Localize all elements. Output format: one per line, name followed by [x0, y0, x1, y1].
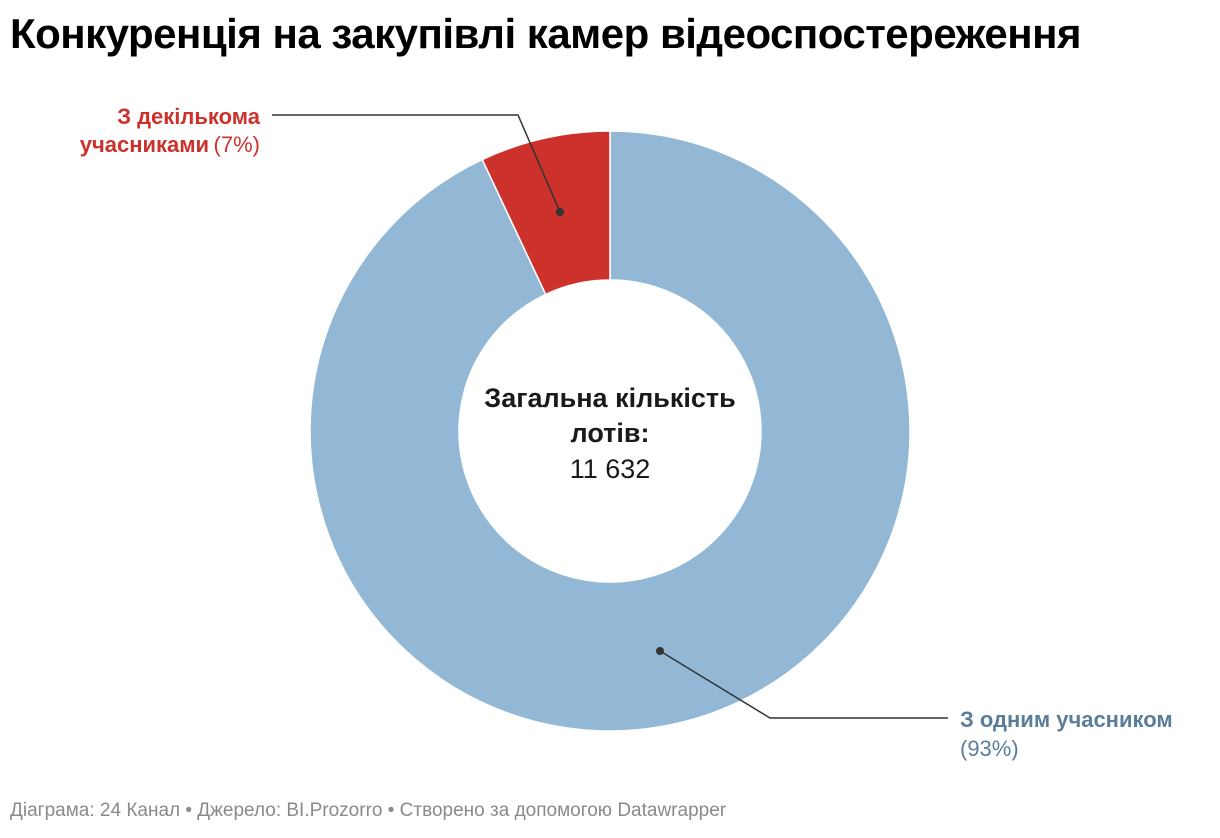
slices [309, 130, 911, 732]
footer-source: Діаграма: 24 Канал • Джерело: BI.Prozorr… [10, 800, 727, 821]
slice-percent-multiple: (7%) [214, 132, 260, 157]
leader-dot-multiple [556, 208, 564, 216]
leader-line-multiple [272, 114, 561, 213]
slice-name-single: З одним учасником [960, 707, 1173, 732]
chart-title: Конкуренція на закупівлі камер відеоспос… [10, 10, 1081, 57]
slice-name-multiple-line1: З декількома [117, 104, 261, 129]
slice-name-multiple-line2: учасниками [80, 132, 209, 157]
total-value: 11 632 [570, 454, 651, 484]
leader-dot-single [656, 647, 664, 655]
slice-multiple [481, 130, 611, 296]
slice-name-multiple-line2-group: учасниками (7%) [80, 132, 260, 157]
total-label-line2: лотів: [571, 418, 650, 448]
leader-line-single [659, 650, 948, 719]
slice-label-multiple: З декількома учасниками (7%) [80, 104, 564, 216]
slice-label-single: З одним учасником (93%) [656, 647, 1173, 761]
slice-single [309, 130, 911, 732]
slice-percent-single: (93%) [960, 736, 1019, 761]
total-label-line1: Загальна кількість [484, 383, 735, 413]
